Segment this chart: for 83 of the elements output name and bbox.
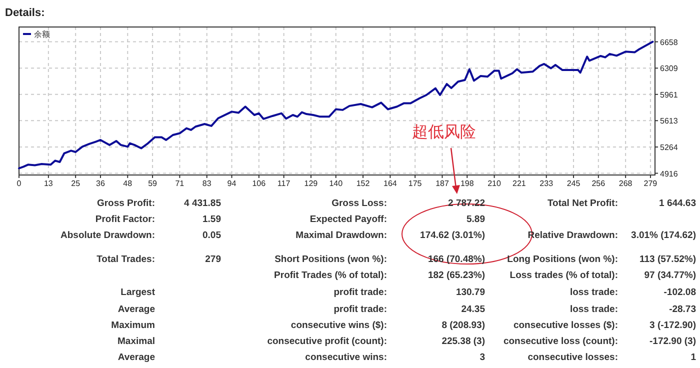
text: Gross Loss: — [332, 198, 387, 209]
text: Average — [118, 304, 155, 315]
x-tick-label: 233 — [540, 179, 554, 188]
x-tick-label: 59 — [148, 179, 158, 188]
x-tick-label: 187 — [436, 179, 450, 188]
x-tick-label: 83 — [202, 179, 212, 188]
x-tick-label: 221 — [512, 179, 526, 188]
text: Largest — [120, 287, 156, 298]
text: 3 (-172.90) — [650, 320, 696, 331]
text: 4 431.85 — [184, 198, 222, 209]
text: 225.38 (3) — [442, 336, 485, 347]
text: Maximal — [118, 336, 155, 347]
x-tick-label: 0 — [16, 179, 22, 188]
text: -28.73 — [669, 304, 696, 315]
text: Average — [118, 352, 155, 363]
text: consecutive wins ($): — [290, 320, 387, 331]
text: loss trade: — [570, 287, 618, 298]
text: 3 — [480, 352, 485, 363]
text: Gross Profit: — [96, 198, 155, 209]
x-tick-label: 210 — [488, 179, 502, 188]
annotation: 超低风险 — [412, 124, 476, 141]
text: 182 (65.23%) — [428, 270, 485, 281]
text: Total Net Profit: — [547, 198, 618, 209]
x-tick-label: 71 — [175, 179, 185, 188]
x-tick-label: 175 — [408, 179, 422, 188]
x-tick-label: 117 — [277, 179, 291, 188]
y-tick-label: 5961 — [660, 90, 678, 100]
text: consecutive losses: — [528, 352, 618, 363]
text: 1 — [690, 352, 697, 363]
text: Profit Trades (% of total): — [274, 270, 387, 281]
text: consecutive loss (count): — [503, 336, 618, 347]
x-tick-label: 164 — [384, 179, 398, 188]
x-tick-label: 36 — [96, 179, 106, 188]
x-tick-label: 140 — [329, 179, 344, 188]
text: 97 (34.77%) — [644, 270, 696, 281]
text: profit trade: — [334, 287, 387, 298]
text: 0.05 — [202, 230, 222, 241]
text: Profit Factor: — [95, 214, 155, 225]
text: Short Positions (won %): — [274, 254, 387, 265]
text: 174.62 (3.01%) — [420, 230, 485, 241]
text: Maximum — [111, 320, 155, 331]
text: Absolute Drawdown: — [60, 230, 155, 241]
text: consecutive profit (count): — [267, 336, 387, 347]
x-tick-label: 25 — [71, 179, 81, 188]
x-tick-label: 106 — [252, 179, 266, 188]
text: loss trade: — [570, 304, 618, 315]
text: Expected Payoff: — [310, 214, 387, 225]
text: Total Trades: — [96, 254, 155, 265]
text: Loss trades (% of total): — [510, 270, 618, 281]
text: Long Positions (won %): — [507, 254, 618, 265]
x-tick-label: 48 — [123, 179, 133, 188]
text: 130.79 — [456, 287, 485, 298]
text: 24.35 — [461, 304, 486, 315]
y-tick-label: 6658 — [660, 38, 678, 47]
text: 113 (57.52%) — [639, 254, 696, 265]
legend-label: 余额 — [34, 30, 50, 39]
y-tick-label: 5264 — [660, 143, 678, 152]
text: Maximal Drawdown: — [296, 230, 387, 241]
text: -172.90 (3) — [650, 336, 696, 347]
text: 1.59 — [202, 214, 221, 225]
text: profit trade: — [334, 304, 387, 315]
text: 3.01% (174.62) — [631, 230, 696, 241]
text: consecutive losses ($): — [513, 320, 618, 331]
chart-title: Details: — [5, 7, 45, 19]
x-tick-label: 129 — [304, 179, 318, 188]
text: 5.89 — [466, 214, 485, 225]
x-tick-label: 245 — [566, 179, 581, 188]
text: consecutive wins: — [305, 352, 387, 363]
line-series — [18, 40, 654, 170]
y-tick-label: 4916 — [660, 169, 678, 178]
x-tick-label: 256 — [592, 179, 606, 188]
text: 279 — [205, 254, 221, 265]
y-tick-label: 6309 — [660, 64, 678, 74]
x-tick-label: 13 — [44, 179, 54, 188]
x-tick-label: 279 — [644, 179, 658, 188]
x-tick-label: 268 — [618, 179, 633, 188]
x-tick-label: 152 — [356, 179, 370, 188]
x-tick-label: 198 — [460, 179, 474, 188]
text: -102.08 — [664, 287, 696, 298]
text: 8 (208.93) — [442, 320, 485, 331]
y-tick-label: 5613 — [660, 116, 678, 126]
text: 1 644.63 — [659, 198, 696, 209]
x-tick-label: 94 — [227, 179, 237, 188]
